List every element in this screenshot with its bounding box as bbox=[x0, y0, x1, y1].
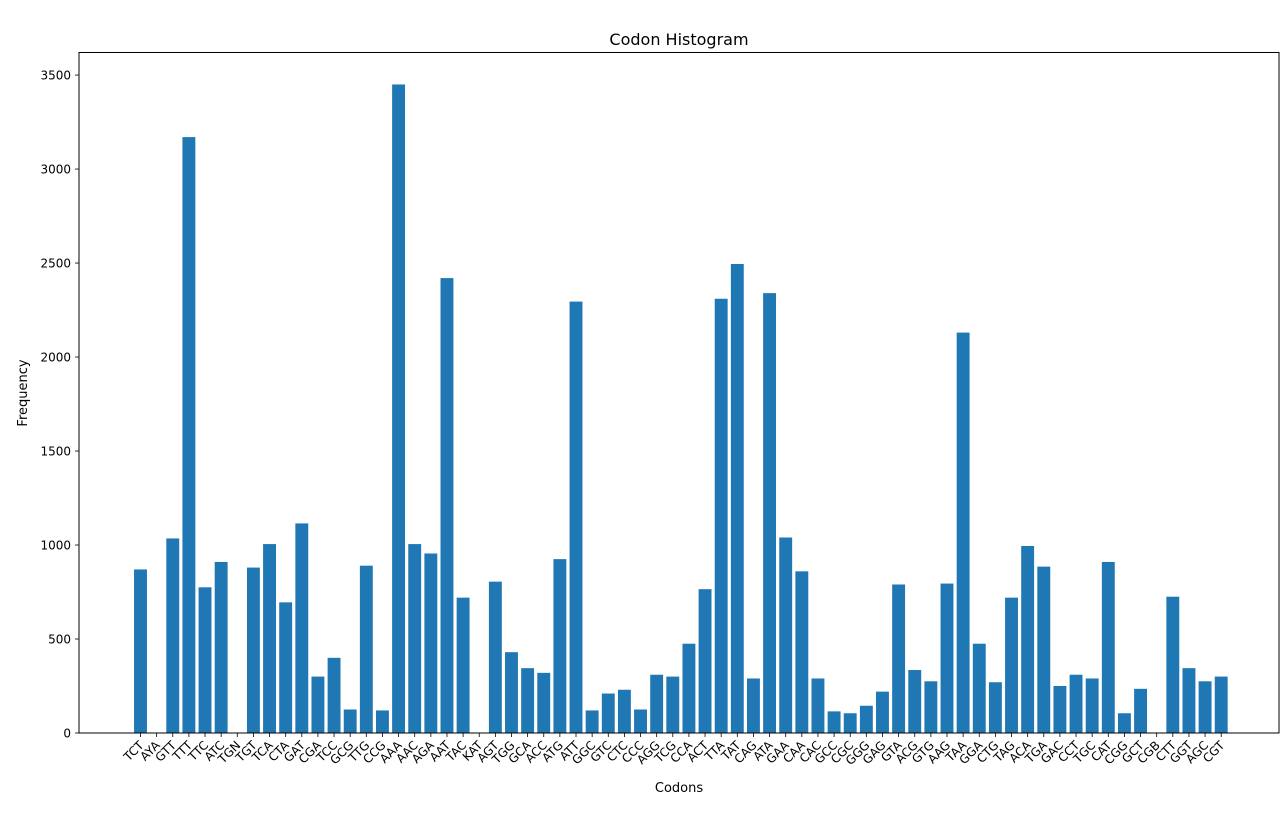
bar-GAT bbox=[295, 523, 308, 733]
y-axis: 0 500 1000 1500 2000 2500 3000 3500 bbox=[40, 69, 79, 741]
bar-AAT bbox=[441, 278, 454, 733]
bar-TGT bbox=[247, 568, 260, 733]
bar-GAG bbox=[876, 692, 889, 733]
bar-TTC bbox=[199, 587, 212, 733]
x-axis-label: Codons bbox=[655, 781, 703, 796]
bar-TAA bbox=[957, 333, 970, 733]
bar-CTG bbox=[989, 682, 1002, 733]
y-tick-label: 2500 bbox=[40, 257, 71, 271]
y-tick-label: 1500 bbox=[40, 445, 71, 459]
bar-CTC bbox=[618, 690, 631, 733]
bar-CTT bbox=[1166, 597, 1179, 733]
bar-ATG bbox=[553, 559, 566, 733]
bar-TCT bbox=[134, 569, 147, 733]
bar-TCC bbox=[328, 658, 341, 733]
y-tick-label: 2000 bbox=[40, 351, 71, 365]
bar-GGA bbox=[973, 644, 986, 733]
bar-TGG bbox=[505, 652, 518, 733]
bar-ATT bbox=[570, 302, 583, 733]
bar-TAC bbox=[457, 598, 470, 733]
bar-GGG bbox=[860, 706, 873, 733]
bar-GCG bbox=[344, 710, 357, 734]
y-tick-label: 1000 bbox=[40, 539, 71, 553]
bar-TCG bbox=[666, 677, 679, 733]
bar-CAT bbox=[1102, 562, 1115, 733]
bar-GTT bbox=[166, 538, 179, 733]
bar-ACT bbox=[699, 589, 712, 733]
bar-CCC bbox=[634, 710, 647, 734]
bar-CTA bbox=[279, 602, 292, 733]
bars-group bbox=[134, 84, 1228, 733]
bar-CGC bbox=[844, 713, 857, 733]
bar-GAC bbox=[1053, 686, 1066, 733]
bar-CCG bbox=[376, 710, 389, 733]
bar-GTA bbox=[892, 584, 905, 733]
bar-ATA bbox=[763, 293, 776, 733]
chart-title: Codon Histogram bbox=[609, 30, 748, 49]
bar-CCT bbox=[1070, 675, 1083, 733]
y-axis-label: Frequency bbox=[16, 359, 31, 426]
bar-AGT bbox=[489, 582, 502, 733]
bar-GTG bbox=[924, 681, 937, 733]
x-axis: TCTAYAGTTTTTTTCATCTGNTGTTCACTAGATCGATCCG… bbox=[120, 733, 1228, 768]
bar-ATC bbox=[215, 562, 228, 733]
y-tick-label: 500 bbox=[48, 633, 71, 647]
bar-CGA bbox=[311, 677, 324, 733]
bar-ACC bbox=[537, 673, 550, 733]
bar-CGT bbox=[1215, 677, 1228, 733]
bar-ACG bbox=[908, 670, 921, 733]
bar-AGA bbox=[424, 553, 437, 733]
bar-AGC bbox=[1199, 681, 1212, 733]
bar-GCC bbox=[828, 711, 841, 733]
bar-CAA bbox=[795, 571, 808, 733]
bar-AGG bbox=[650, 675, 663, 733]
bar-TTT bbox=[182, 137, 195, 733]
bar-AAA bbox=[392, 84, 405, 733]
y-tick-label: 3500 bbox=[40, 69, 71, 83]
bar-TCA bbox=[263, 544, 276, 733]
bar-TTG bbox=[360, 566, 373, 733]
bar-GGC bbox=[586, 710, 599, 733]
bar-CAG bbox=[747, 678, 760, 733]
bar-TAG bbox=[1005, 598, 1018, 733]
bar-TAT bbox=[731, 264, 744, 733]
y-tick-label: 0 bbox=[63, 727, 71, 741]
bar-AAG bbox=[941, 584, 954, 733]
y-tick-label: 3000 bbox=[40, 163, 71, 177]
bar-TTA bbox=[715, 299, 728, 733]
bar-GTC bbox=[602, 694, 615, 733]
bar-GCA bbox=[521, 668, 534, 733]
bar-CCA bbox=[682, 644, 695, 733]
bar-GGT bbox=[1183, 668, 1196, 733]
bar-ACA bbox=[1021, 546, 1034, 733]
bar-GCT bbox=[1134, 689, 1147, 733]
bar-CGG bbox=[1118, 713, 1131, 733]
bar-TGC bbox=[1086, 678, 1099, 733]
bar-TGA bbox=[1037, 567, 1050, 733]
bar-AAC bbox=[408, 544, 421, 733]
bar-GAA bbox=[779, 538, 792, 734]
bar-CAC bbox=[812, 678, 825, 733]
